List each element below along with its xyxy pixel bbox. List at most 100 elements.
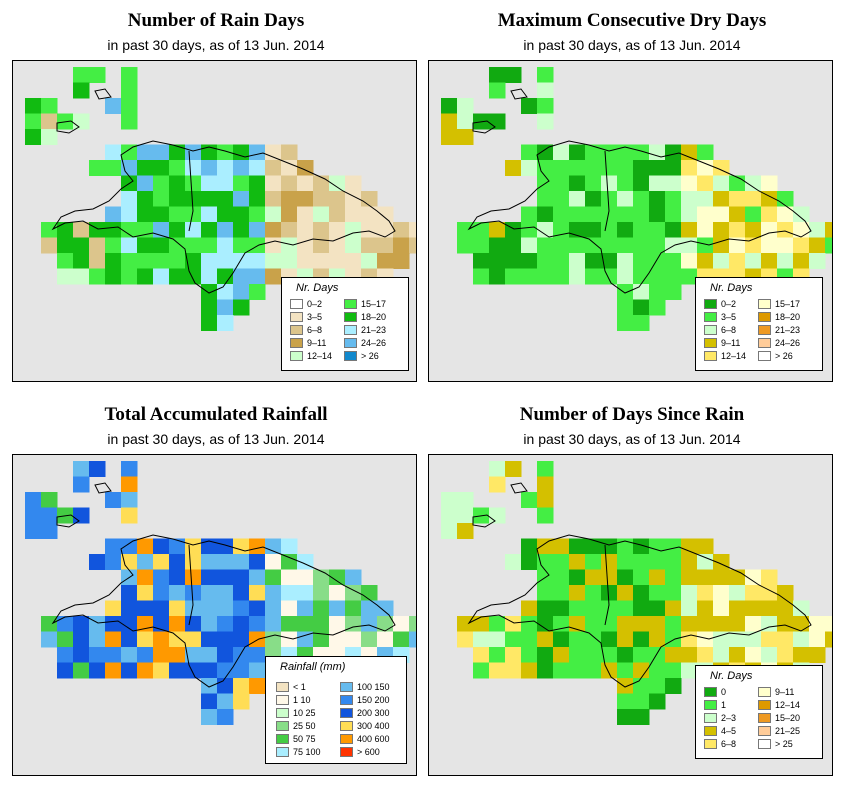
map-cell: [521, 268, 538, 285]
map-cell: [281, 616, 298, 632]
map-cell: [281, 538, 298, 555]
map-cell: [505, 631, 522, 648]
map-cell: [553, 268, 570, 285]
map-cell: [313, 600, 330, 617]
map-cell: [633, 191, 650, 207]
map-cell: [233, 299, 250, 316]
map-cell: [777, 222, 794, 238]
map-cell: [169, 631, 186, 648]
map-cell: [169, 600, 186, 617]
map-cell: [345, 191, 362, 207]
map-cell: [121, 616, 138, 632]
map-cell: [217, 709, 234, 725]
map-cell: [537, 461, 554, 477]
map-cell: [185, 191, 202, 207]
legend-label: 6–8: [307, 325, 323, 335]
map-cell: [729, 237, 746, 254]
map-cell: [489, 662, 506, 679]
map-cell: [601, 268, 618, 285]
map-cell: [281, 222, 298, 238]
legend: Nr. Days 0–2 3–5 6–8 9–11 12–14 15–17 18–20 21–…: [695, 277, 823, 371]
map-cells: [441, 461, 832, 725]
legend-swatch: [704, 338, 717, 348]
map-cell: [281, 585, 298, 601]
map-cell: [633, 662, 650, 679]
map-cell: [505, 237, 522, 254]
map-cell: [105, 647, 122, 663]
map-cell: [281, 631, 298, 648]
map-cell: [553, 538, 570, 555]
map-cell: [105, 616, 122, 632]
map-cell: [265, 206, 282, 223]
map-cell: [265, 191, 282, 207]
map-cell: [697, 585, 714, 601]
legend-swatch: [758, 351, 771, 361]
map-cell: [185, 647, 202, 663]
map-cell: [569, 144, 586, 161]
map-cell: [265, 175, 282, 192]
map-cell: [649, 222, 666, 238]
map-cell: [153, 631, 170, 648]
map-cell: [185, 144, 202, 161]
map-cell: [313, 253, 330, 269]
map-cell: [729, 585, 746, 601]
legend-label: 300 400: [357, 721, 390, 731]
map-cell: [153, 160, 170, 176]
map-cell: [329, 206, 346, 223]
map-cell: [649, 284, 666, 300]
panel-title: Total Accumulated Rainfall: [104, 404, 328, 425]
map-cell: [665, 678, 682, 694]
map-cell: [665, 253, 682, 269]
map: [12, 60, 417, 382]
map-cell: [25, 113, 42, 130]
map-cell: [185, 662, 202, 679]
map-cell: [121, 461, 138, 477]
map-cell: [201, 709, 218, 725]
map-cell: [649, 554, 666, 570]
map-cell: [521, 160, 538, 176]
map-cell: [137, 144, 154, 161]
map-cell: [585, 222, 602, 238]
map-cell: [137, 191, 154, 207]
map-cell: [713, 175, 730, 192]
map-cell: [185, 160, 202, 176]
map-cell: [537, 82, 554, 99]
map-cell: [217, 631, 234, 648]
map-cell: [265, 268, 282, 285]
map-cell: [585, 144, 602, 161]
map-cell: [777, 237, 794, 254]
map-cell: [537, 268, 554, 285]
map-cell: [217, 585, 234, 601]
map-cell: [537, 554, 554, 570]
map-cell: [153, 569, 170, 586]
map-cell: [25, 507, 42, 524]
map-cell: [121, 585, 138, 601]
map-cell: [537, 206, 554, 223]
map-cell: [793, 237, 810, 254]
map-cell: [201, 191, 218, 207]
legend-label: 24–26: [361, 338, 387, 348]
map-cell: [329, 253, 346, 269]
map-cell: [185, 600, 202, 617]
legend-swatch: [704, 351, 717, 361]
map-cell: [569, 585, 586, 601]
map-cell: [217, 175, 234, 192]
map-cell: [777, 616, 794, 632]
map-cell: [201, 206, 218, 223]
map-cell: [121, 237, 138, 254]
panel-subtitle: in past 30 days, as of 13 Jun. 2014: [523, 431, 741, 447]
map-cell: [697, 631, 714, 648]
legend-swatch: [704, 713, 717, 723]
map-cell: [121, 253, 138, 269]
map-cell: [601, 237, 618, 254]
map-cell: [665, 647, 682, 663]
map-cell: [217, 284, 234, 300]
map-cell: [649, 206, 666, 223]
map-cell: [329, 569, 346, 586]
map-cell: [41, 237, 58, 254]
map-cell: [697, 237, 714, 254]
map-cell: [185, 268, 202, 285]
map-cell: [441, 113, 458, 130]
map-cell: [521, 144, 538, 161]
map-cell: [377, 631, 394, 648]
